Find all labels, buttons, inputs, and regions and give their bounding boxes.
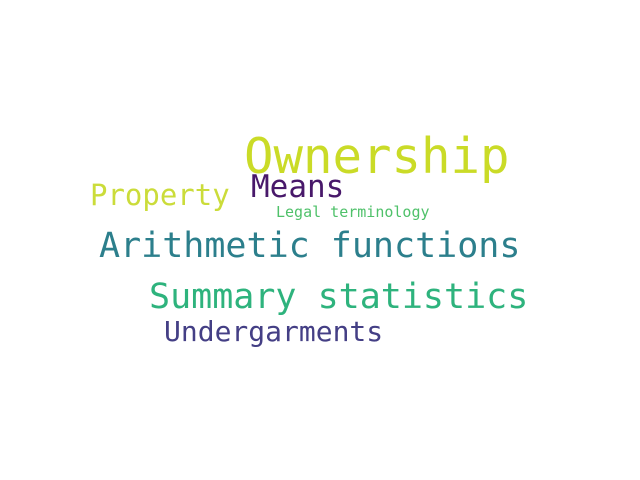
word-property: Property — [90, 178, 230, 212]
word-undergarments: Undergarments — [164, 315, 384, 348]
word-legal-terminology: Legal terminology — [276, 203, 430, 221]
word-ownership: Ownership — [244, 128, 510, 185]
word-means: Means — [251, 169, 345, 205]
word-arithmetic-functions: Arithmetic functions — [99, 226, 521, 266]
word-summary-statistics: Summary statistics — [149, 277, 529, 317]
